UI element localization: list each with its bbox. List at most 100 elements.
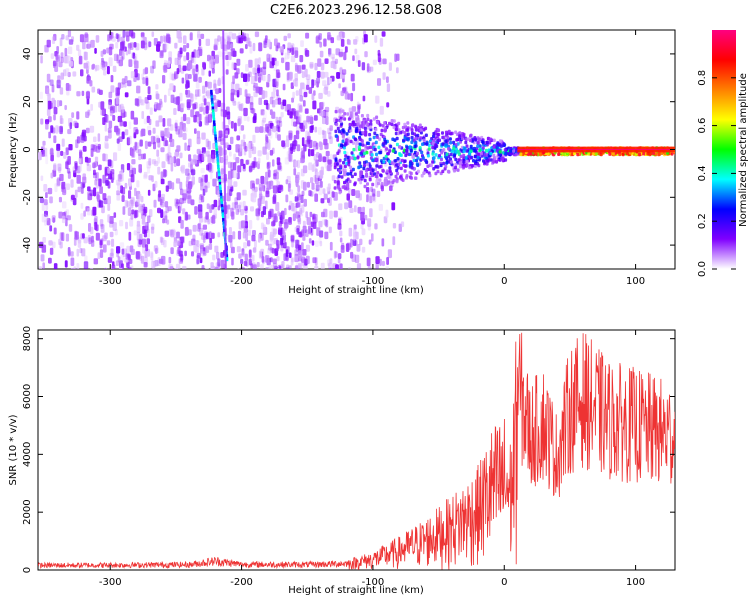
noise-cell — [243, 107, 248, 117]
noise-cell — [160, 178, 165, 185]
spectrogram-cells — [38, 30, 675, 269]
noise-cell — [115, 87, 120, 97]
noise-cell — [394, 53, 397, 62]
noise-cell — [290, 55, 296, 63]
noise-cell — [249, 143, 254, 151]
noise-cell — [206, 203, 210, 210]
noise-cell — [170, 162, 174, 172]
noise-cell — [264, 90, 268, 98]
noise-cell — [295, 174, 300, 184]
noise-cell — [294, 239, 299, 249]
noise-cell — [182, 265, 187, 269]
noise-cell — [282, 99, 287, 107]
noise-cell — [89, 125, 95, 133]
carrier-cell — [343, 112, 347, 116]
carrier-cell — [368, 177, 372, 182]
noise-cell — [136, 180, 140, 188]
noise-cell — [379, 258, 382, 266]
noise-cell — [216, 251, 220, 260]
noise-cell — [49, 225, 53, 232]
carrier-cell — [509, 149, 513, 153]
noise-cell — [318, 153, 322, 163]
noise-cell — [107, 159, 112, 167]
noise-cell — [288, 152, 292, 162]
noise-cell — [205, 232, 210, 239]
carrier-cell — [334, 129, 338, 134]
noise-cell — [301, 204, 305, 213]
x-tick-label: 100 — [626, 276, 645, 287]
noise-cell — [288, 71, 293, 80]
noise-cell — [371, 233, 374, 242]
noise-cell — [133, 117, 138, 125]
noise-cell — [266, 218, 270, 225]
streak-cell — [212, 114, 215, 119]
noise-cell — [40, 175, 44, 182]
carrier-cell — [366, 117, 370, 121]
snr-y-label: SNR (10 * v/v) — [8, 414, 19, 485]
noise-cell — [274, 60, 279, 67]
carrier-cell — [440, 157, 443, 162]
noise-cell — [80, 69, 84, 77]
colorbar-label: Normalized spectral amplitude — [738, 73, 749, 227]
noise-cell — [298, 88, 303, 97]
noise-cell — [343, 170, 348, 177]
noise-cell — [269, 257, 273, 263]
noise-cell — [108, 130, 112, 139]
noise-cell — [185, 90, 191, 98]
noise-cell — [296, 144, 301, 152]
noise-cell — [76, 136, 81, 144]
carrier-cell — [587, 152, 591, 156]
noise-cell — [311, 240, 315, 246]
noise-cell — [201, 132, 206, 140]
noise-cell — [251, 161, 256, 169]
noise-cell — [263, 99, 269, 106]
noise-cell — [241, 251, 245, 258]
streak-cell — [211, 103, 214, 108]
noise-cell — [61, 138, 65, 147]
noise-cell — [276, 184, 279, 194]
carrier-cell — [366, 146, 370, 150]
noise-cell — [140, 255, 145, 264]
noise-cell — [200, 167, 205, 174]
carrier-cell — [427, 147, 431, 151]
noise-cell — [293, 121, 298, 127]
noise-cell — [275, 44, 279, 52]
noise-cell — [197, 31, 201, 38]
noise-cell — [269, 234, 274, 242]
noise-cell — [165, 185, 169, 192]
carrier-cell — [621, 152, 625, 157]
carrier-cell — [357, 165, 361, 170]
noise-cell — [297, 185, 301, 193]
noise-cell — [131, 209, 135, 215]
carrier-cell — [470, 155, 474, 160]
noise-cell — [160, 171, 164, 181]
noise-cell — [294, 62, 298, 71]
noise-cell — [175, 201, 180, 209]
carrier-cell — [418, 146, 422, 150]
spectrogram-y-label: Frequency (Hz) — [8, 112, 19, 188]
carrier-cell — [412, 158, 416, 163]
noise-cell — [294, 249, 299, 256]
noise-cell — [112, 222, 117, 232]
noise-cell — [350, 73, 355, 82]
carrier-cell — [382, 141, 386, 146]
noise-cell — [253, 264, 258, 269]
noise-cell — [258, 77, 262, 83]
noise-cell — [277, 72, 281, 79]
noise-cell — [49, 247, 54, 255]
noise-cell — [230, 207, 234, 217]
noise-cell — [265, 239, 269, 246]
carrier-cell — [365, 122, 369, 126]
carrier-cell — [591, 151, 595, 156]
carrier-cell — [371, 168, 375, 172]
noise-cell — [272, 258, 277, 264]
carrier-cell — [377, 181, 380, 186]
carrier-cell — [397, 128, 401, 132]
noise-cell — [54, 63, 59, 72]
carrier-cell — [442, 148, 446, 152]
carrier-cell — [338, 187, 342, 192]
noise-cell — [254, 31, 260, 38]
noise-cell — [176, 68, 180, 75]
noise-cell — [174, 123, 178, 132]
noise-cell — [247, 229, 252, 236]
